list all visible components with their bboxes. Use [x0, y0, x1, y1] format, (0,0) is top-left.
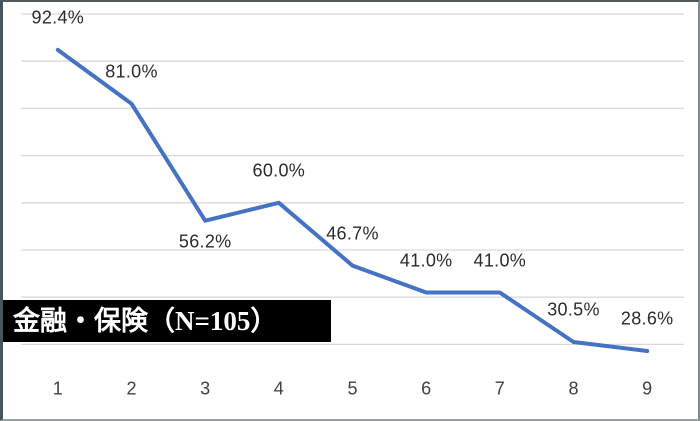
x-axis-label-8: 8 [568, 378, 579, 399]
data-label-point-7: 41.0% [473, 250, 527, 270]
data-label-point-2: 81.0% [105, 61, 158, 82]
x-axis-label-2: 2 [126, 378, 137, 399]
data-label-point-8: 30.5% [547, 299, 600, 320]
data-label-point-4: 60.0% [252, 160, 306, 181]
x-axis-label-4: 4 [273, 378, 284, 399]
series-label-jp-text: 金融・保険 [13, 305, 148, 336]
x-axis-label-9: 9 [642, 378, 653, 399]
x-axis-label-3: 3 [200, 378, 211, 399]
data-label-point-5: 46.7% [326, 223, 379, 244]
data-label-point-3: 56.2% [178, 231, 232, 252]
data-label-point-6: 41.0% [399, 250, 453, 270]
data-label-point-9: 28.6% [620, 308, 674, 329]
x-axis-label-7: 7 [494, 378, 505, 399]
series-label-n-text: （N=105） [148, 305, 278, 336]
data-label-point-1: 92.4% [31, 7, 85, 28]
x-axis-label-5: 5 [347, 378, 358, 399]
series-line [55, 47, 650, 353]
series-label-box: 金融・保険 （N=105） [2, 300, 331, 342]
gridlines [21, 13, 684, 346]
x-axis-label-6: 6 [421, 378, 432, 399]
x-axis-label-1: 1 [52, 378, 63, 399]
